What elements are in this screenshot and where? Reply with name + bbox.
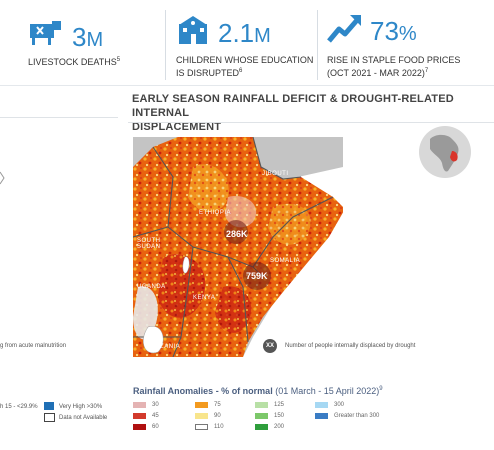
idp-legend-symbol: [263, 339, 277, 353]
legend-swatch-300: [315, 402, 328, 408]
lake-victoria: [143, 325, 164, 354]
partial-map-fragment: [0, 171, 5, 185]
cow-icon: [30, 21, 61, 45]
africa-shape: [430, 134, 459, 172]
legend-label-200: 200: [274, 424, 285, 430]
legend-swatch-125: [255, 402, 268, 408]
country-borders: [133, 137, 334, 357]
legend-label-30: 30: [152, 402, 159, 408]
stat-divider: [317, 10, 318, 80]
highlighted-region: [450, 151, 458, 162]
map-title-rule: [128, 122, 494, 123]
legend-swatch-60: [133, 424, 146, 430]
rainfall-legend-title: Rainfall Anomalies - % of normal (01 Mar…: [133, 386, 383, 396]
livestock-deaths-value: 3M: [72, 22, 104, 52]
idp-marker-somalia: [243, 262, 271, 290]
legend-label-75: 75: [214, 402, 221, 408]
legend-label-gt300: Greater than 300: [334, 413, 380, 419]
legend-label-60: 60: [152, 424, 159, 430]
legend-label-110: 110: [214, 424, 224, 430]
legend-swatch-200: [255, 424, 268, 430]
legend-swatch-150: [255, 413, 268, 419]
education-disrupted-value: 2.1M: [218, 18, 271, 48]
anomaly-patch: [188, 164, 229, 212]
malnutrition-swatch-no-data: [44, 413, 55, 422]
legend-swatch-30: [133, 402, 146, 408]
legend-label-125: 125: [274, 402, 285, 408]
anomaly-patch: [215, 286, 252, 333]
idp-label-ethiopia: 286K: [226, 229, 248, 239]
anomaly-patch: [225, 196, 257, 228]
legend-swatch-gt300: [315, 413, 328, 419]
country-label-djibouti: JIBOUTI: [262, 171, 289, 177]
school-icon: [179, 16, 207, 44]
malnutrition-caption: g from acute malnutrition: [0, 343, 67, 349]
livestock-deaths-label: LIVESTOCK DEATHS5: [28, 57, 121, 67]
food-price-rise-label: RISE IN STAPLE FOOD PRICES (OCT 2021 - MA…: [327, 55, 461, 78]
header-rule: [0, 85, 494, 86]
malnutrition-legend-high: h 15 - <29.9%: [0, 404, 38, 410]
legend-label-90: 90: [214, 413, 221, 419]
food-price-rise-value: 73%: [370, 16, 417, 46]
legend-swatch-110: [195, 424, 208, 430]
left-panel-rule: [0, 117, 118, 118]
legend-label-300: 300: [334, 402, 345, 408]
country-label-somalia: SOMALIA: [270, 258, 301, 264]
trend-up-icon: [327, 15, 361, 43]
lake-turkana: [182, 256, 190, 274]
legend-label-150: 150: [274, 413, 285, 419]
country-label-south-sudan: SOUTH SUDAN: [137, 238, 161, 250]
country-label-uganda: UGANDA: [137, 284, 166, 290]
idp-marker-ethiopia: [224, 220, 248, 244]
idp-label-somalia: 759K: [246, 271, 268, 281]
idp-legend-text: Number of people internally displaced by…: [285, 343, 416, 349]
malnutrition-legend-no-data: Data not Available: [59, 415, 108, 421]
map-title: EARLY SEASON RAINFALL DEFICIT & DROUGHT-…: [132, 93, 454, 133]
stat-divider: [165, 10, 166, 80]
legend-swatch-75: [195, 402, 208, 408]
idp-legend-symbol-text: XX: [265, 343, 274, 349]
malnutrition-swatch-very-high: [44, 402, 54, 410]
country-label-ethiopia: ETHIOPIA: [199, 210, 232, 216]
locator-globe: [419, 126, 471, 178]
country-label-kenya: KENYA: [193, 295, 216, 301]
sea: [243, 167, 343, 357]
rainfall-anomaly-map: [133, 137, 343, 357]
country-label-tanzania: TANZANIA: [147, 344, 181, 350]
education-disrupted-label: CHILDREN WHOSE EDUCATION IS DISRUPTED6: [176, 55, 314, 78]
legend-swatch-90: [195, 413, 208, 419]
legend-swatch-45: [133, 413, 146, 419]
legend-label-45: 45: [152, 413, 159, 419]
malnutrition-legend-very-high: Very High >30%: [59, 404, 103, 410]
anomaly-patch: [158, 254, 206, 318]
